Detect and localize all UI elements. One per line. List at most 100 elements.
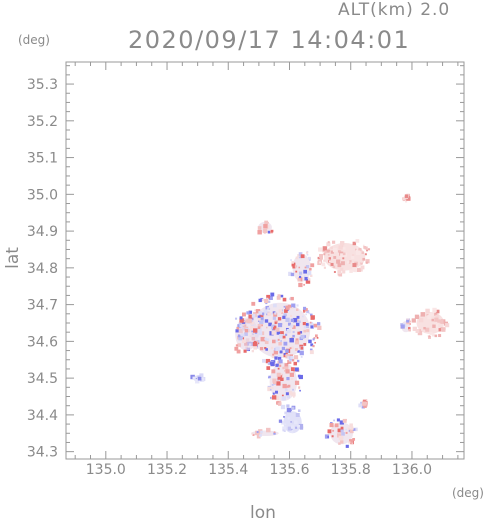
echo-pixel <box>297 424 301 428</box>
echo-pixel <box>290 429 294 433</box>
echo-pixel <box>341 432 345 436</box>
echo-pixel <box>292 359 295 362</box>
echo-pixel <box>342 418 347 423</box>
echo-pixel <box>276 363 279 367</box>
echo-pixel <box>268 300 271 303</box>
axis-ticks <box>66 62 464 459</box>
echo-pixel <box>239 316 243 320</box>
echo-pixel <box>406 196 411 201</box>
echo-pixel <box>292 265 296 269</box>
echo-pixel <box>364 253 367 256</box>
echo-pixel <box>268 322 272 327</box>
echo-pixel <box>342 257 345 260</box>
echo-pixel <box>310 313 313 317</box>
echo-pixel <box>323 253 326 256</box>
echo-pixel <box>310 343 314 347</box>
echo-pixel <box>273 303 277 308</box>
echo-cluster <box>411 307 450 339</box>
echo-pixel <box>257 342 260 345</box>
echo-pixel <box>294 265 298 268</box>
echo-pixel <box>284 388 288 392</box>
echo-pixel <box>337 273 341 276</box>
echo-pixel <box>351 255 355 259</box>
echo-pixel <box>294 348 298 351</box>
echo-pixel <box>300 346 304 350</box>
y-tick-label: 35.3 <box>27 77 58 93</box>
echo-pixel <box>267 307 270 310</box>
echo-pixel <box>294 380 300 385</box>
echo-pixel <box>246 311 250 315</box>
echo-pixel <box>307 256 311 260</box>
echo-pixel <box>280 404 286 410</box>
echo-pixel <box>271 330 276 335</box>
echo-pixel <box>279 364 282 367</box>
echo-pixel <box>309 259 311 261</box>
echo-pixel <box>279 334 284 339</box>
echo-pixel <box>434 317 439 322</box>
echo-pixel <box>303 343 307 346</box>
echo-marks <box>190 193 450 448</box>
echo-pixel <box>298 266 301 269</box>
echo-pixel <box>291 261 294 264</box>
echo-pixel <box>332 429 335 432</box>
echo-pixel <box>277 402 280 405</box>
echo-pixel <box>297 278 301 282</box>
echo-pixel <box>307 278 311 281</box>
echo-pixel <box>305 265 310 269</box>
echo-pixel <box>303 306 307 310</box>
echo-pixel <box>302 309 306 312</box>
echo-pixel <box>292 330 295 334</box>
echo-pixel <box>262 358 266 363</box>
echo-pixel <box>265 358 271 364</box>
echo-pixel <box>293 355 299 360</box>
x-axis-title: lon <box>250 503 276 523</box>
echo-pixel <box>440 327 446 332</box>
echo-pixel <box>303 269 308 274</box>
echo-pixel <box>297 331 301 335</box>
echo-pixel <box>277 375 282 380</box>
echo-pixel <box>259 319 264 325</box>
echo-pixel <box>342 270 346 274</box>
echo-pixel <box>251 301 256 306</box>
echo-pixel <box>283 341 288 346</box>
echo-pixel <box>338 442 341 445</box>
x-axis-unit: (deg) <box>452 486 484 500</box>
echo-pixel <box>306 253 309 256</box>
echo-pixel <box>434 334 438 338</box>
echo-pixel <box>338 245 343 250</box>
echo-pixel <box>317 325 322 330</box>
echo-pixel <box>274 312 277 315</box>
echo-pixel <box>264 298 269 304</box>
echo-cluster <box>288 251 315 288</box>
echo-pixel <box>280 421 285 425</box>
echo-pixel <box>348 441 351 444</box>
echo-pixel <box>321 262 326 267</box>
echo-pixel <box>192 376 196 380</box>
echo-pixel <box>271 387 274 389</box>
echo-pixel <box>431 333 435 337</box>
echo-pixel <box>291 303 296 308</box>
echo-pixel <box>253 345 258 350</box>
echo-pixel <box>261 312 265 316</box>
echo-pixel <box>283 305 286 308</box>
echo-pixel <box>290 296 294 301</box>
echo-pixel <box>283 370 286 372</box>
echo-pixel <box>337 263 342 268</box>
echo-pixel <box>327 436 330 438</box>
echo-pixel <box>364 246 368 250</box>
timestamp-title: 2020/09/17 14:04:01 <box>128 26 411 54</box>
echo-pixel <box>273 312 278 317</box>
echo-pixel <box>290 272 295 277</box>
echo-pixel <box>347 427 350 430</box>
y-tick-label: 34.8 <box>27 261 58 277</box>
echo-pixel <box>284 411 288 415</box>
echo-pixel <box>312 338 315 341</box>
echo-pixel <box>234 346 239 351</box>
echo-pixel <box>291 307 294 309</box>
echo-pixel <box>356 268 361 273</box>
echo-pixel <box>352 437 356 441</box>
echo-pixel <box>306 329 310 333</box>
echo-pixel <box>300 334 305 339</box>
echo-pixel <box>277 294 281 298</box>
echo-pixel <box>303 275 306 277</box>
